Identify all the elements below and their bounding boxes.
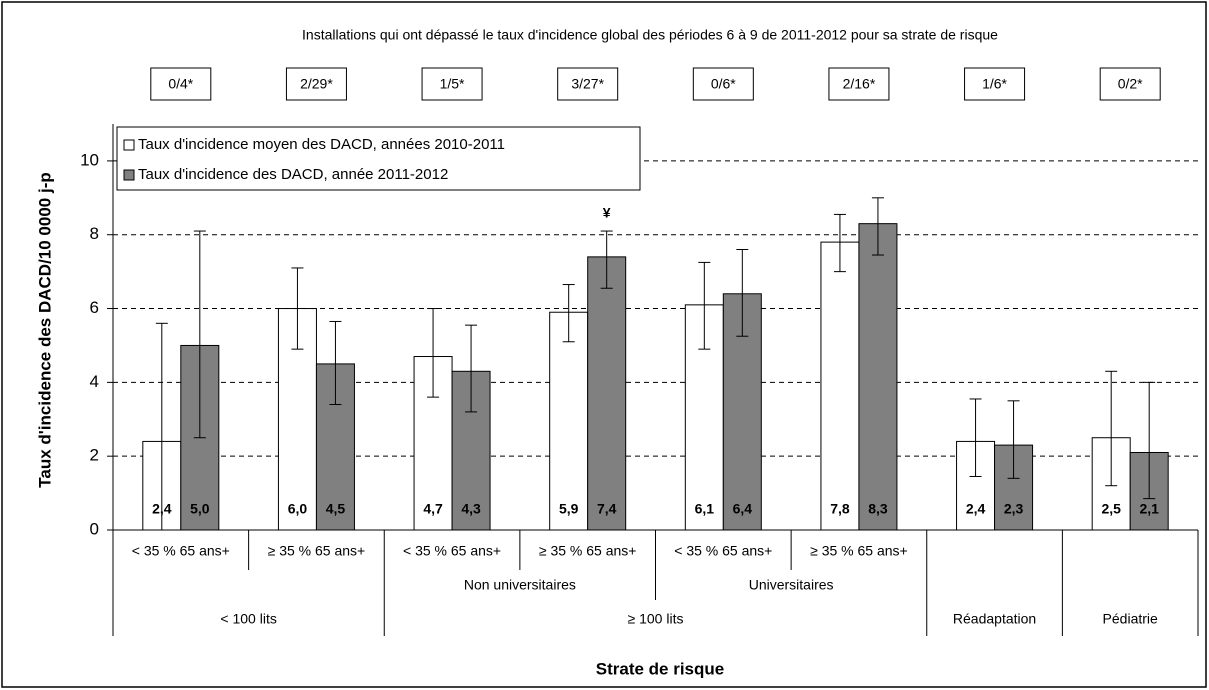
note-label: 0/2* xyxy=(1118,76,1143,92)
note-label: 2/29* xyxy=(300,76,333,92)
note-label: 3/27* xyxy=(571,76,604,92)
value-label: 4,3 xyxy=(461,501,481,517)
legend-label: Taux d'incidence moyen des DACD, années … xyxy=(138,136,505,153)
y-tick-label: 6 xyxy=(90,298,99,317)
value-label: 8,3 xyxy=(868,501,888,517)
value-label: 2,3 xyxy=(1004,501,1024,517)
note-box xyxy=(692,67,754,101)
value-label: 7,4 xyxy=(597,501,617,517)
value-label: 6,1 xyxy=(695,501,715,517)
note-label: 1/5* xyxy=(440,76,465,92)
value-label: 5,0 xyxy=(190,501,210,517)
note-box xyxy=(557,67,619,101)
y-tick-label: 0 xyxy=(90,519,99,538)
value-label: 6,4 xyxy=(733,501,753,517)
note-box xyxy=(285,67,347,101)
category-group-label: ≥ 100 lits xyxy=(628,611,684,627)
x-tick-label: < 35 % 65 ans+ xyxy=(674,543,772,559)
value-label: 2,4 xyxy=(966,501,986,517)
value-label: 4,7 xyxy=(423,501,443,517)
annotation: ¥ xyxy=(603,205,611,221)
legend-marker xyxy=(123,139,135,151)
value-label: 2,4 xyxy=(152,501,172,517)
note-box xyxy=(150,67,212,101)
category-group-label: Pédiatrie xyxy=(1103,611,1158,627)
y-axis-title: Taux d'incidence des DACD/10 0000 j-p xyxy=(35,172,54,488)
bar xyxy=(820,241,860,531)
value-label: 4,5 xyxy=(326,501,346,517)
legend-label: Taux d'incidence des DACD, année 2011-20… xyxy=(138,166,448,183)
value-label: 2,5 xyxy=(1101,501,1121,517)
x-tick-label: ≥ 35 % 65 ans+ xyxy=(539,543,637,559)
value-label: 5,9 xyxy=(559,501,579,517)
note-label: 1/6* xyxy=(982,76,1007,92)
bar xyxy=(549,311,589,531)
x-tick-label: < 35 % 65 ans+ xyxy=(132,543,230,559)
note-box xyxy=(1099,67,1161,101)
note-box xyxy=(828,67,890,101)
note-box xyxy=(421,67,483,101)
note-box xyxy=(964,67,1026,101)
note-label: 2/16* xyxy=(843,76,876,92)
y-tick-label: 4 xyxy=(90,372,99,391)
legend-marker xyxy=(123,169,135,181)
value-label: 7,8 xyxy=(830,501,850,517)
x-tick-label: < 35 % 65 ans+ xyxy=(403,543,501,559)
x-tick-label: ≥ 35 % 65 ans+ xyxy=(810,543,908,559)
x-axis-title: Strate de risque xyxy=(596,659,725,678)
y-tick-label: 10 xyxy=(80,150,99,169)
legend-box xyxy=(116,126,641,191)
bar xyxy=(858,223,898,531)
category-group-label: Réadaptation xyxy=(953,611,1036,627)
note-label: 0/4* xyxy=(168,76,193,92)
x-tick-label: ≥ 35 % 65 ans+ xyxy=(268,543,366,559)
y-tick-label: 2 xyxy=(90,446,99,465)
category-group-label: Universitaires xyxy=(749,577,834,593)
value-label: 6,0 xyxy=(288,501,308,517)
note-label: 0/6* xyxy=(711,76,736,92)
category-group-label: < 100 lits xyxy=(220,611,276,627)
chart-title: Installations qui ont dépassé le taux d'… xyxy=(302,27,998,43)
value-label: 2,1 xyxy=(1139,501,1159,517)
category-group-label: Non universitaires xyxy=(464,577,576,593)
bar xyxy=(587,256,627,531)
y-tick-label: 8 xyxy=(90,224,99,243)
